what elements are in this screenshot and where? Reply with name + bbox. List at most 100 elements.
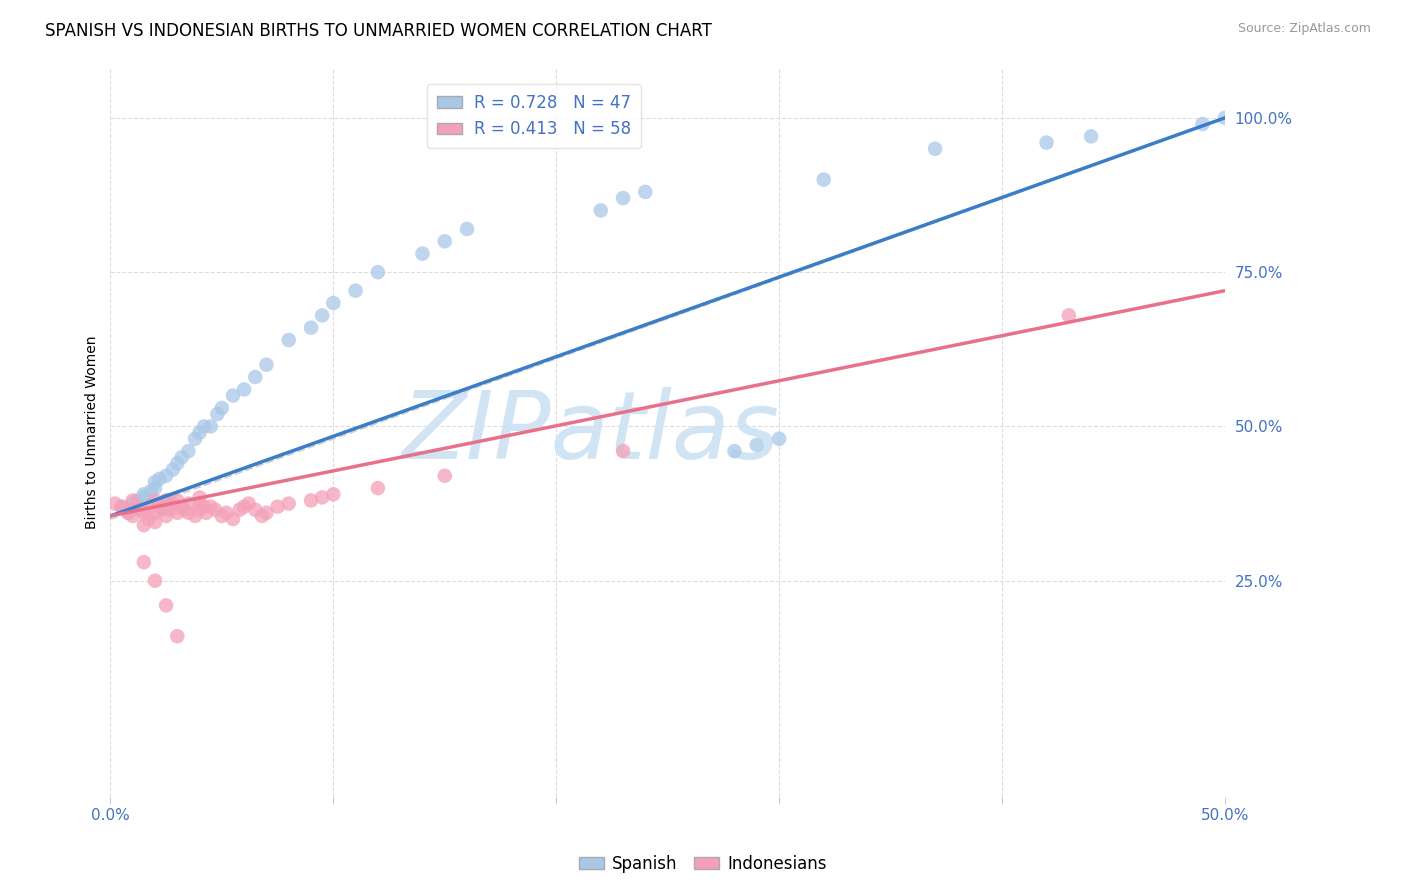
Point xyxy=(211,401,233,415)
Point xyxy=(207,407,229,421)
Point xyxy=(166,506,188,520)
Point xyxy=(254,506,277,520)
Point xyxy=(184,508,207,523)
Point xyxy=(238,497,260,511)
Point xyxy=(121,493,143,508)
Point xyxy=(204,502,226,516)
Point xyxy=(200,500,222,514)
Point xyxy=(233,383,256,397)
Point xyxy=(139,500,162,514)
Point xyxy=(104,497,127,511)
Point xyxy=(1035,136,1057,150)
Point xyxy=(139,484,162,499)
Point xyxy=(222,388,245,402)
Point xyxy=(367,265,389,279)
Point xyxy=(411,246,433,260)
Point xyxy=(433,235,456,249)
Point xyxy=(159,502,181,516)
Point xyxy=(924,142,946,156)
Point xyxy=(110,500,132,514)
Point xyxy=(136,512,159,526)
Point xyxy=(228,502,250,516)
Point xyxy=(250,508,273,523)
Point xyxy=(322,296,344,310)
Point xyxy=(344,284,367,298)
Point xyxy=(277,333,299,347)
Point xyxy=(456,222,478,236)
Point xyxy=(155,493,177,508)
Y-axis label: Births to Unmarried Women: Births to Unmarried Women xyxy=(86,336,100,529)
Point xyxy=(132,506,155,520)
Point xyxy=(188,502,211,516)
Point xyxy=(222,512,245,526)
Point xyxy=(177,497,200,511)
Point xyxy=(155,468,177,483)
Point xyxy=(143,493,166,508)
Point xyxy=(211,508,233,523)
Legend: Spanish, Indonesians: Spanish, Indonesians xyxy=(572,848,834,880)
Point xyxy=(768,432,790,446)
Point xyxy=(132,518,155,533)
Point xyxy=(193,500,215,514)
Point xyxy=(117,506,139,520)
Point xyxy=(1191,117,1213,131)
Legend: R = 0.728   N = 47, R = 0.413   N = 58: R = 0.728 N = 47, R = 0.413 N = 58 xyxy=(427,84,641,148)
Point xyxy=(110,500,132,514)
Point xyxy=(143,475,166,489)
Point xyxy=(170,450,193,465)
Point xyxy=(143,481,166,495)
Point xyxy=(200,419,222,434)
Point xyxy=(127,500,149,514)
Point xyxy=(143,515,166,529)
Point xyxy=(177,444,200,458)
Point xyxy=(266,500,288,514)
Point xyxy=(127,493,149,508)
Point xyxy=(433,468,456,483)
Point xyxy=(121,497,143,511)
Point xyxy=(162,462,184,476)
Point xyxy=(166,629,188,643)
Point xyxy=(170,500,193,514)
Point xyxy=(132,555,155,569)
Point xyxy=(311,309,333,323)
Point xyxy=(128,502,150,516)
Point xyxy=(115,502,138,516)
Point xyxy=(143,506,166,520)
Point xyxy=(634,185,657,199)
Point xyxy=(813,172,835,186)
Point xyxy=(612,191,634,205)
Point xyxy=(150,502,173,516)
Point xyxy=(166,457,188,471)
Point xyxy=(177,506,200,520)
Point xyxy=(233,500,256,514)
Point xyxy=(121,508,143,523)
Point xyxy=(1057,309,1080,323)
Text: Source: ZipAtlas.com: Source: ZipAtlas.com xyxy=(1237,22,1371,36)
Point xyxy=(215,506,238,520)
Point xyxy=(143,574,166,588)
Point xyxy=(299,493,322,508)
Point xyxy=(245,370,267,384)
Point xyxy=(155,493,177,508)
Point xyxy=(195,506,218,520)
Text: ZIPatlas: ZIPatlas xyxy=(401,387,779,478)
Point xyxy=(245,502,267,516)
Point xyxy=(612,444,634,458)
Point xyxy=(132,491,155,505)
Point xyxy=(117,506,139,520)
Point xyxy=(1213,111,1236,125)
Point xyxy=(173,502,195,516)
Point xyxy=(193,419,215,434)
Point xyxy=(299,320,322,334)
Point xyxy=(132,487,155,501)
Point xyxy=(188,425,211,440)
Point xyxy=(188,497,211,511)
Point xyxy=(188,491,211,505)
Point xyxy=(155,599,177,613)
Point xyxy=(367,481,389,495)
Point xyxy=(254,358,277,372)
Point xyxy=(155,508,177,523)
Point xyxy=(148,500,170,514)
Point xyxy=(322,487,344,501)
Point xyxy=(311,491,333,505)
